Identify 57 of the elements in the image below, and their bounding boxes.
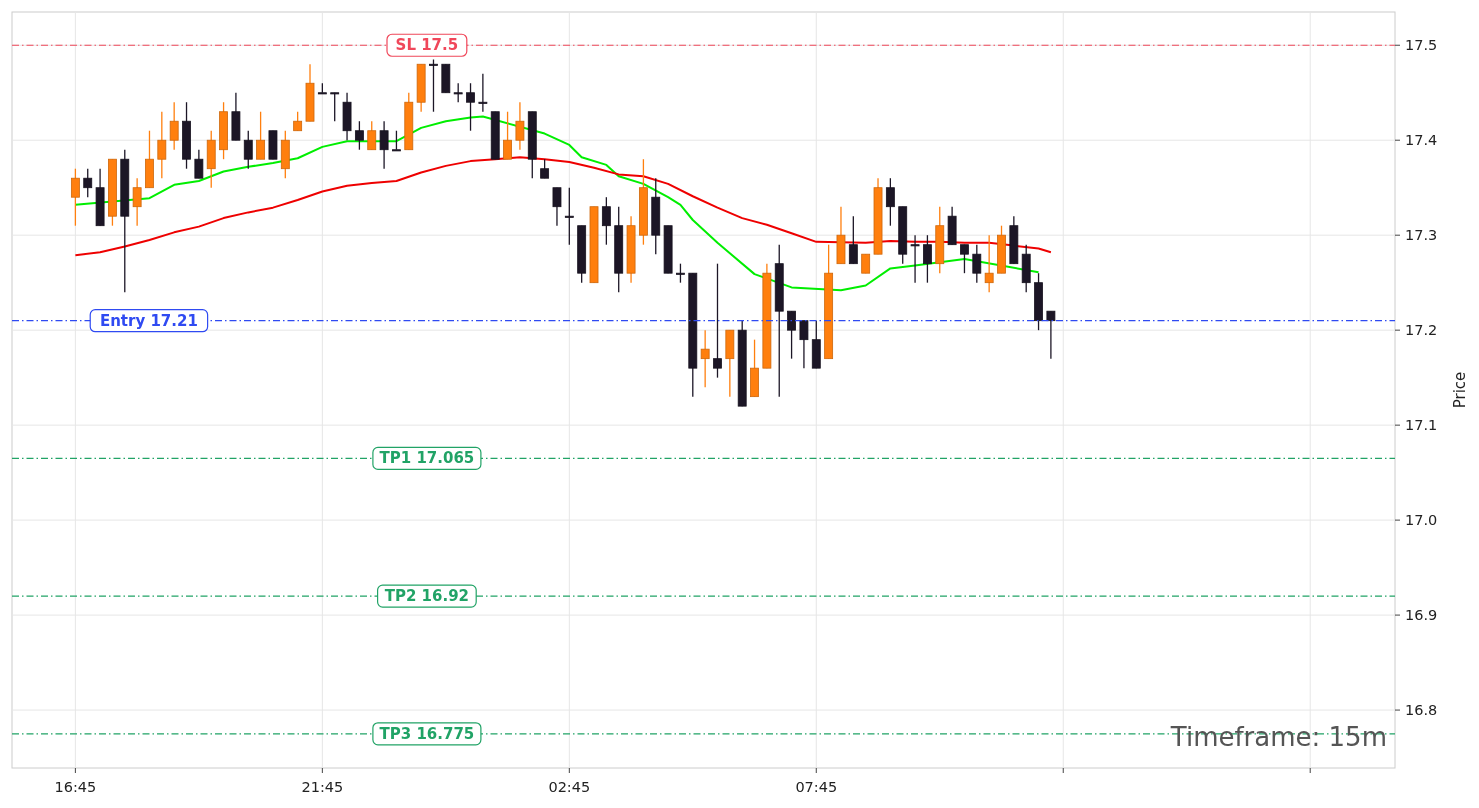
y-tick-label: 17.3: [1405, 227, 1438, 244]
candlestick: [169, 101, 179, 151]
candlestick: [503, 111, 512, 160]
candlestick: [293, 111, 303, 132]
candlestick: [515, 101, 525, 151]
candlestick: [132, 177, 142, 227]
candlestick: [392, 130, 401, 152]
candlestick: [379, 120, 389, 170]
y-tick-label: 17.0: [1405, 512, 1438, 529]
ref-line-label: TP1 17.065: [379, 449, 475, 468]
candlestick: [601, 196, 611, 246]
candlestick: [70, 168, 80, 227]
candlestick: [256, 111, 266, 160]
ref-line-label: TP2 16.92: [384, 587, 470, 606]
candlestick: [848, 215, 858, 265]
y-tick-label: 17.4: [1405, 132, 1438, 149]
candlestick: [157, 111, 167, 179]
annotation: Timeframe: 15m: [1169, 722, 1387, 752]
candlestick: [429, 58, 438, 113]
x-tick-label: 07:45: [795, 779, 838, 795]
candlestick: [552, 187, 562, 227]
y-tick-label: 17.5: [1405, 37, 1438, 54]
candlestick: [676, 263, 685, 284]
candlestick: [799, 320, 809, 369]
ref-line-label: TP3 16.775: [379, 724, 475, 743]
y-tick-label: 16.8: [1405, 702, 1438, 719]
candlestick: [923, 234, 932, 284]
x-tick-label: 16:45: [54, 779, 97, 795]
candlestick: [984, 234, 994, 293]
candlestick: [960, 244, 969, 274]
ref-line-label: SL 17.5: [395, 36, 459, 55]
candlestick: [540, 158, 550, 179]
candlestick: [466, 82, 475, 132]
candlestick: [330, 92, 340, 122]
x-tick-label: 02:45: [548, 779, 591, 795]
candlestick: [367, 120, 377, 151]
candlestick: [972, 244, 982, 284]
y-axis-title: Price: [1451, 371, 1469, 409]
candlestick: [885, 177, 895, 227]
candlestick: [1046, 310, 1056, 360]
y-tick-label: 16.9: [1405, 607, 1438, 624]
candlestick: [861, 253, 871, 274]
candlestick: [453, 82, 463, 103]
candlestick: [243, 130, 253, 170]
y-tick-label: 17.1: [1405, 417, 1438, 434]
ref-line-label: Entry 17.21: [99, 311, 198, 330]
candlestick: [700, 329, 710, 388]
candlestick: [564, 187, 574, 246]
candlestick: [354, 120, 364, 151]
candlestick: [910, 234, 920, 284]
y-tick-label: 17.2: [1405, 322, 1438, 339]
candlestick: [83, 168, 93, 198]
candlestick: [194, 149, 204, 179]
candlestick: [713, 263, 722, 379]
candlestick: [478, 73, 488, 113]
candlestick: [787, 310, 796, 360]
x-tick-label: 21:45: [301, 779, 344, 795]
